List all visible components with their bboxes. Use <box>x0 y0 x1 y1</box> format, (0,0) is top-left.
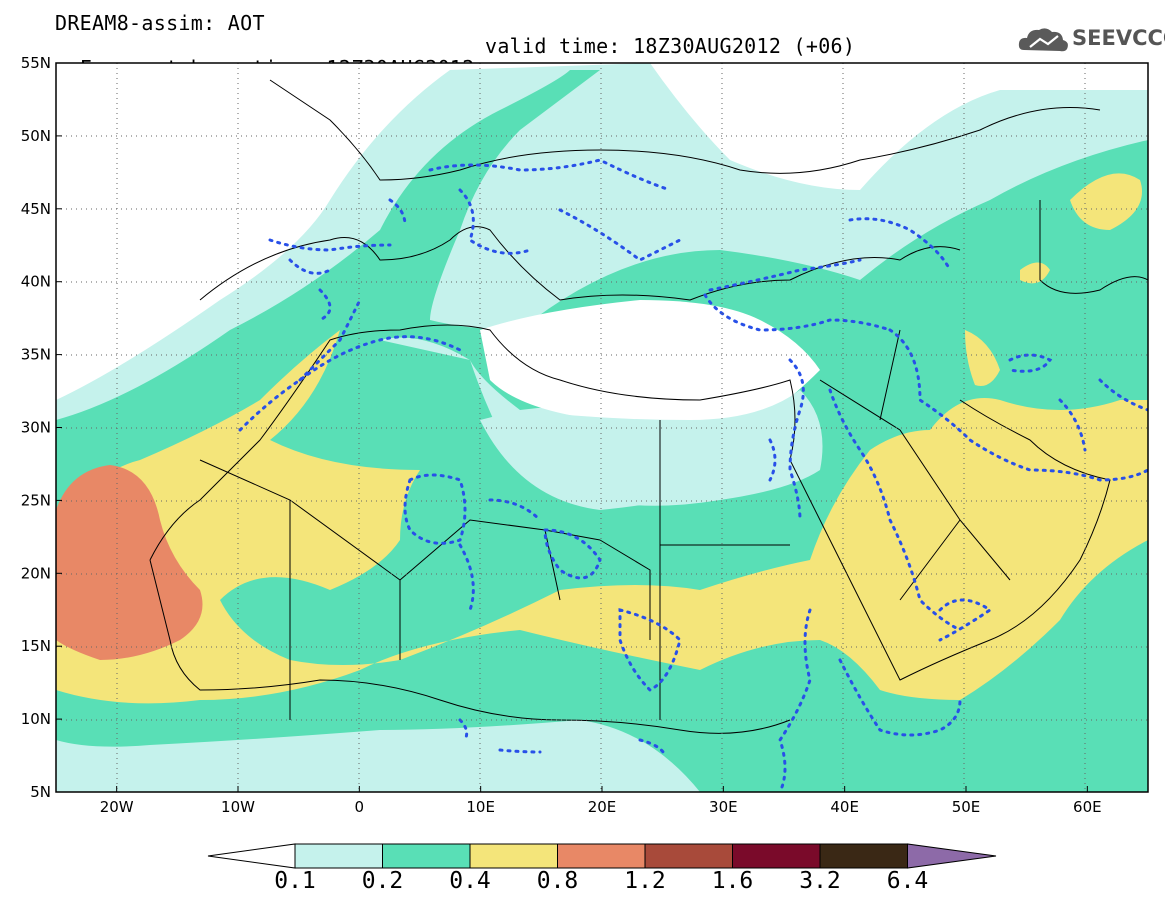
lat-label: 25N <box>21 491 51 509</box>
seevccc-logo: SEEVCCC <box>1016 22 1165 58</box>
colorbar-swatch <box>644 843 733 869</box>
latitude-labels: 55N 50N 45N 40N 35N 30N 25N 20N 15N 10N 5N <box>21 54 62 801</box>
colorbar-swatch <box>469 843 558 869</box>
colorbar <box>207 843 997 869</box>
colorbar-swatch <box>382 843 471 869</box>
lat-label: 30N <box>21 419 51 437</box>
logo-text: SEEVCCC <box>1072 26 1165 50</box>
aot-band-0.4-caspian <box>1070 173 1142 230</box>
lat-label: 15N <box>21 637 51 655</box>
lon-label: 20E <box>588 798 617 816</box>
aot-patch-b <box>965 330 1000 386</box>
lat-label: 50N <box>21 127 51 145</box>
lon-label: 40E <box>830 798 859 816</box>
lat-label: 10N <box>21 710 51 728</box>
colorbar-upper-arrow <box>907 843 997 869</box>
colorbar-label: 3.2 <box>799 868 841 894</box>
longitude-labels: 20W 10W 0 10E 20E 30E 40E 50E 60E <box>100 786 1102 816</box>
colorbar-lower-arrow <box>207 843 296 869</box>
aot-field <box>56 63 1148 792</box>
colorbar-swatch <box>294 843 383 869</box>
map-grid <box>56 63 1148 792</box>
lon-label: 20W <box>100 798 134 816</box>
aot-band-0.4 <box>56 330 1148 704</box>
map-title: DREAM8-assim: AOT <box>55 11 265 35</box>
aot-contours <box>238 158 1148 792</box>
colorbar-label: 1.6 <box>711 868 754 894</box>
cloud-icon <box>1018 28 1068 52</box>
lat-label: 5N <box>30 783 51 801</box>
lon-label: 50E <box>952 798 981 816</box>
colorbar-label: 6.4 <box>886 868 929 894</box>
lon-label: 10W <box>221 798 255 816</box>
lon-label: 30E <box>709 798 738 816</box>
colorbar-label: 0.4 <box>449 868 491 894</box>
lat-label: 40N <box>21 273 51 291</box>
valid-time: valid time: 18Z30AUG2012 (+06) <box>485 34 856 58</box>
lat-label: 20N <box>21 564 51 582</box>
aot-patch-a <box>1020 262 1050 284</box>
lon-label: 10E <box>466 798 495 816</box>
colorbar-label: 1.2 <box>624 868 666 894</box>
lon-label: 0 <box>355 798 365 816</box>
colorbar-swatch <box>732 843 821 869</box>
colorbar-swatch <box>557 843 646 869</box>
colorbar-swatch <box>819 843 908 869</box>
lat-label: 35N <box>21 346 51 364</box>
aot-low-region <box>480 300 820 420</box>
colorbar-label: 0.1 <box>274 868 316 894</box>
colorbar-label: 0.2 <box>361 868 404 894</box>
aot-band-0.8 <box>56 465 203 660</box>
colorbar-label: 0.8 <box>536 868 579 894</box>
lat-label: 45N <box>21 200 51 218</box>
aot-band-0.1-interior <box>380 337 823 506</box>
lat-label: 55N <box>21 54 51 72</box>
lon-label: 60E <box>1073 798 1102 816</box>
